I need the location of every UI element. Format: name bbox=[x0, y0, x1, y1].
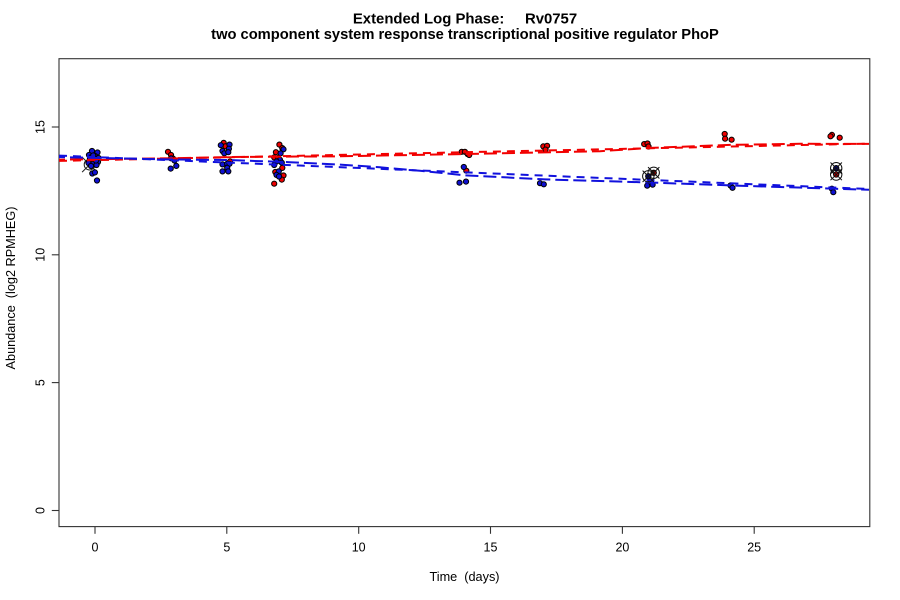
svg-text:15: 15 bbox=[34, 120, 48, 134]
svg-text:Extended Log Phase: Rv0757: Extended Log Phase: Rv0757 bbox=[353, 12, 577, 28]
svg-text:0: 0 bbox=[92, 541, 99, 555]
svg-text:0: 0 bbox=[34, 507, 48, 514]
svg-text:10: 10 bbox=[352, 541, 366, 555]
svg-text:Time (days): Time (days) bbox=[429, 570, 499, 584]
svg-text:20: 20 bbox=[615, 541, 629, 555]
svg-text:25: 25 bbox=[747, 541, 761, 555]
svg-text:10: 10 bbox=[34, 248, 48, 262]
svg-text:Abundance (log2 RPMHEG): Abundance (log2 RPMHEG) bbox=[4, 207, 18, 370]
svg-text:15: 15 bbox=[484, 541, 498, 555]
svg-text:5: 5 bbox=[223, 541, 230, 555]
svg-text:two component system response: two component system response transcript… bbox=[211, 27, 719, 43]
svg-text:5: 5 bbox=[34, 379, 48, 386]
